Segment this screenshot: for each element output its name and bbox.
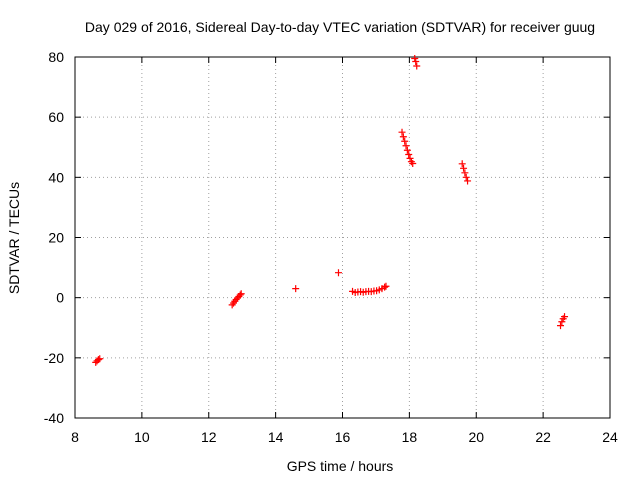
y-tick-label-3: 20: [48, 230, 64, 246]
y-tick-label-2: 0: [56, 290, 64, 306]
data-point-0-26: [381, 283, 389, 291]
y-tick-label-5: 60: [48, 109, 64, 125]
data-point-0-30: [401, 137, 409, 145]
x-tick-label-4: 16: [335, 429, 351, 445]
data-point-0-31: [402, 142, 410, 150]
data-point-0-35: [407, 158, 415, 166]
data-point-0-32: [403, 146, 411, 154]
y-tick-label-0: -40: [44, 410, 64, 426]
grid-lines: [75, 57, 610, 418]
x-tick-label-0: 8: [71, 429, 79, 445]
x-tick-label-8: 24: [602, 429, 618, 445]
data-point-0-27: [382, 282, 390, 290]
x-tick-label-1: 10: [134, 429, 150, 445]
chart-title: Day 029 of 2016, Sidereal Day-to-day VTE…: [85, 19, 595, 35]
data-point-0-3: [96, 355, 104, 363]
data-point-0-42: [461, 169, 469, 177]
data-point-0-10: [236, 291, 244, 299]
data-point-0-45: [557, 322, 565, 330]
data-point-0-40: [458, 160, 466, 168]
x-tick-label-5: 18: [402, 429, 418, 445]
x-tick-label-6: 20: [468, 429, 484, 445]
x-axis-label: GPS time / hours: [287, 458, 394, 474]
data-points: [92, 55, 569, 366]
data-point-0-39: [413, 62, 421, 70]
data-point-0-33: [405, 150, 413, 158]
data-point-0-36: [409, 159, 417, 167]
data-point-0-28: [398, 128, 406, 136]
y-tick-label-4: 40: [48, 169, 64, 185]
data-point-0-29: [399, 133, 407, 141]
data-point-0-46: [558, 318, 566, 326]
y-tick-label-1: -20: [44, 350, 64, 366]
data-point-0-43: [462, 173, 470, 181]
data-point-0-38: [412, 58, 420, 66]
axes: 8 10 12 14 16 18 20 22 24 -40 -20 0 20 40 60 80: [44, 49, 618, 445]
data-point-0-44: [464, 177, 472, 185]
data-point-0-11: [237, 290, 245, 298]
data-point-0-13: [334, 269, 342, 277]
data-point-0-48: [561, 313, 569, 321]
data-point-0-34: [406, 154, 414, 162]
data-point-0-41: [460, 164, 468, 172]
x-tick-label-2: 12: [201, 429, 217, 445]
y-tick-label-6: 80: [48, 49, 64, 65]
x-tick-label-7: 22: [535, 429, 551, 445]
x-tick-label-3: 14: [268, 429, 284, 445]
data-point-0-37: [411, 55, 419, 63]
data-point-0-12: [292, 285, 300, 293]
data-point-0-2: [94, 356, 102, 364]
y-axis-label: SDTVAR / TECUs: [6, 182, 22, 294]
